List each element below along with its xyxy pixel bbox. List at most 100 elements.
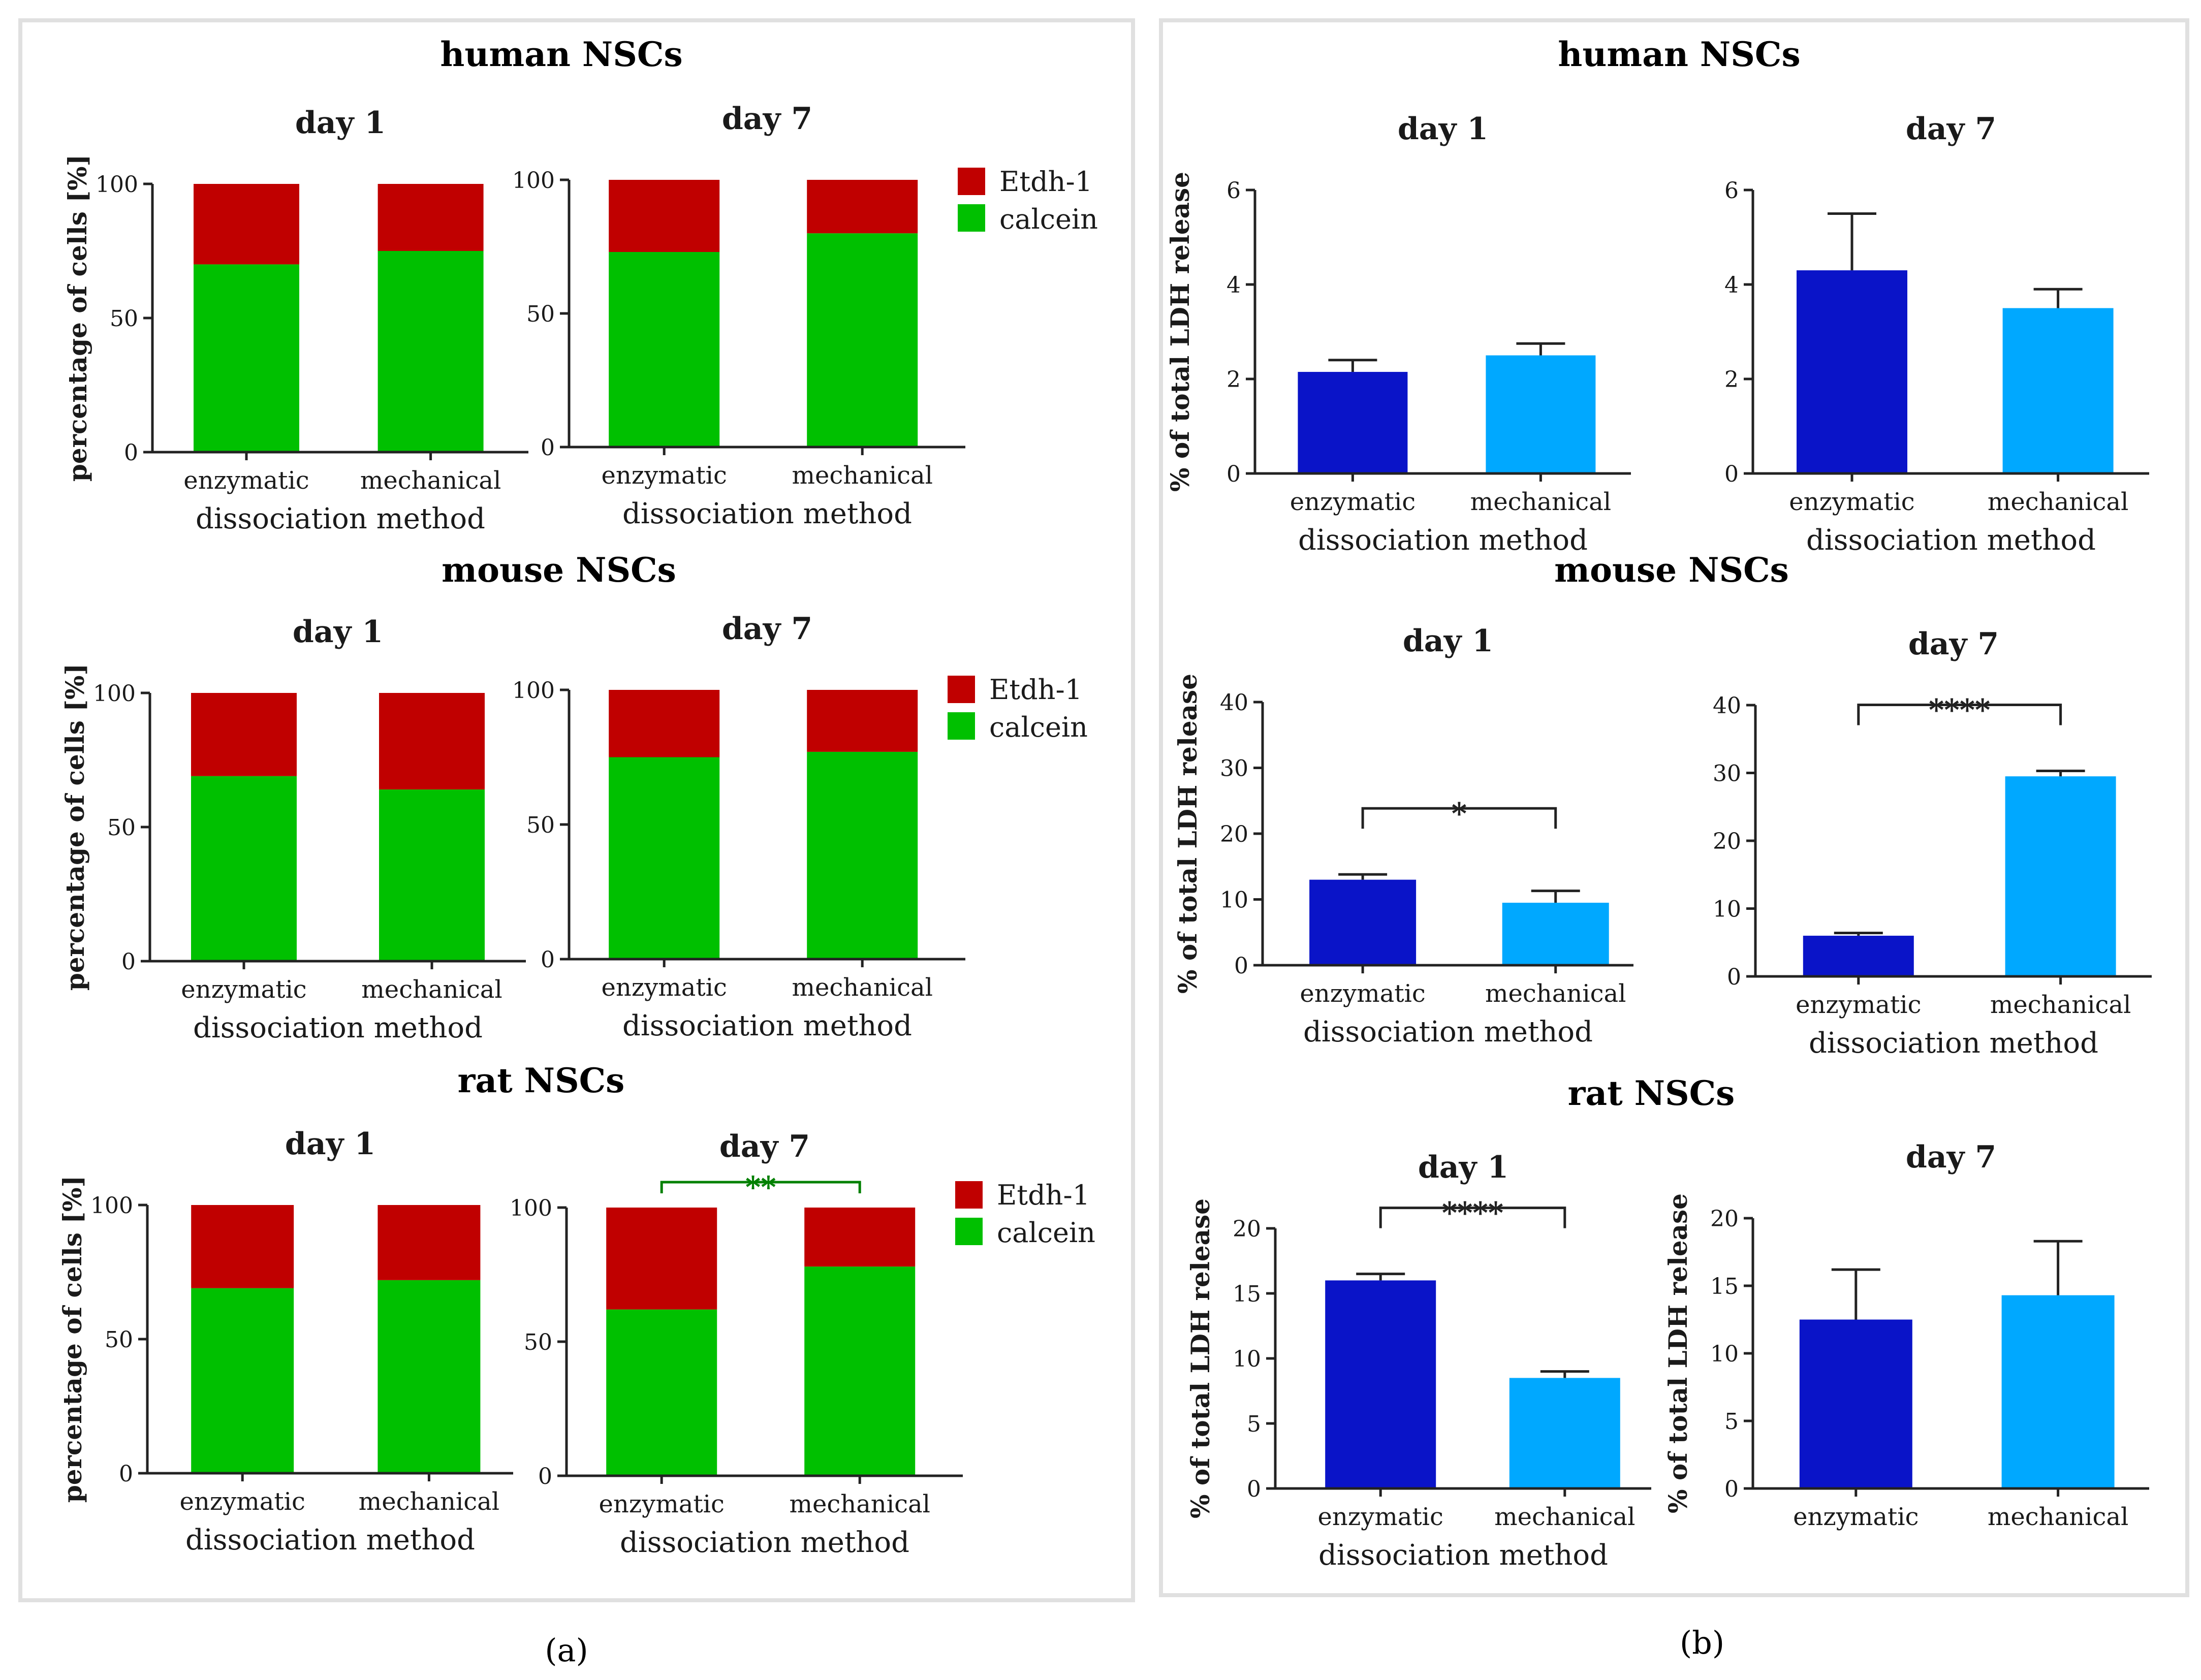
y-tick-label: 10 — [1713, 897, 1741, 923]
chart-title: day 1 — [1398, 111, 1488, 147]
bar-calcein-mechanical — [807, 233, 918, 447]
legend-label-etdh: Etdh-1 — [997, 1179, 1090, 1211]
y-tick-label: 50 — [524, 1329, 552, 1355]
significance-bracket — [660, 1181, 861, 1193]
y-tick-label: 20 — [1233, 1216, 1261, 1242]
bar-calcein-enzymatic — [194, 264, 299, 452]
x-tick-label-enzymatic: enzymatic — [602, 461, 727, 490]
bar-mechanical — [1509, 1378, 1620, 1488]
chart-b-rat-d1: 0 5 10 15 20 enzymatic mechanical day 1 dissocia… — [1185, 1150, 1651, 1572]
significance-bracket — [1379, 1207, 1566, 1228]
y-tick-label: 0 — [1724, 461, 1739, 487]
y-tick-label: 0 — [1247, 1476, 1261, 1502]
y-tick-label: 15 — [1710, 1274, 1739, 1299]
bar-mechanical — [2001, 1295, 2115, 1488]
y-tick-label: 10 — [1233, 1346, 1261, 1372]
x-axis-title: dissociation method — [1318, 1539, 1608, 1572]
bar-mechanical — [1502, 902, 1609, 965]
x-tick-label-enzymatic: enzymatic — [181, 975, 306, 1004]
legend-swatch-calcein — [955, 1218, 983, 1245]
significance-label: * — [1452, 796, 1467, 831]
chart-title: day 1 — [1403, 623, 1493, 659]
chart-title: day 7 — [719, 1129, 810, 1164]
bar-calcein-enzymatic — [191, 776, 297, 961]
significance-label: ** — [745, 1170, 776, 1204]
bar-calcein-mechanical — [378, 1280, 481, 1473]
y-tick-label: 0 — [541, 947, 555, 973]
y-tick-label: 15 — [1233, 1281, 1261, 1307]
chart-title: day 7 — [722, 611, 812, 647]
bar-mechanical — [2005, 776, 2116, 976]
significance-bracket — [1361, 807, 1557, 829]
chart-title: day 1 — [295, 105, 386, 141]
y-tick-label: 5 — [1724, 1409, 1739, 1435]
chart-a-rat-d1: 0 50 100 enzymatic mechanical day 1 dissociati… — [57, 1126, 513, 1557]
bar-mechanical — [1486, 355, 1596, 473]
bar-etdh-enzymatic — [609, 180, 720, 252]
x-tick-label-mechanical: mechanical — [1988, 488, 2128, 516]
bar-etdh-enzymatic — [191, 693, 297, 776]
y-tick-label: 0 — [119, 1461, 133, 1487]
legend-label-calcein: calcein — [999, 203, 1098, 235]
chart-title: day 1 — [293, 614, 383, 650]
species-title-b-human: human NSCs — [1558, 35, 1800, 74]
bar-etdh-mechanical — [807, 690, 918, 752]
x-tick-label-enzymatic: enzymatic — [1793, 1503, 1919, 1531]
bar-calcein-mechanical — [378, 251, 484, 452]
bar-etdh-mechanical — [804, 1208, 916, 1267]
legend-swatch-etdh — [948, 676, 975, 703]
chart-title: day 1 — [1418, 1150, 1508, 1185]
y-axis-title: % of total LDH release — [1663, 1193, 1693, 1513]
y-tick-label: 40 — [1713, 693, 1741, 719]
bar-calcein-mechanical — [807, 751, 918, 959]
legend-swatch-etdh — [955, 1181, 983, 1209]
x-tick-label-mechanical: mechanical — [1494, 1503, 1635, 1531]
x-tick-label-mechanical: mechanical — [1988, 1503, 2128, 1531]
chart-b-mouse-d7: 0 10 20 30 40 enzymatic mechanical day 7 dissoci… — [1713, 626, 2152, 1060]
y-tick-label: 100 — [96, 172, 138, 198]
x-tick-label-mechanical: mechanical — [789, 1490, 930, 1518]
chart-a-human-d1: 0 50 100 enzymatic mechanical day 1 dissociati… — [62, 105, 528, 535]
y-tick-label: 0 — [541, 435, 555, 461]
y-tick-label: 100 — [510, 1195, 552, 1221]
species-title-b-rat: rat NSCs — [1568, 1073, 1735, 1113]
bar-etdh-enzymatic — [609, 690, 720, 757]
bar-etdh-mechanical — [378, 184, 484, 251]
y-tick-label: 10 — [1220, 887, 1248, 913]
y-tick-label: 0 — [538, 1464, 552, 1489]
y-tick-label: 2 — [1227, 367, 1241, 393]
y-tick-label: 4 — [1227, 272, 1241, 298]
y-tick-label: 40 — [1220, 690, 1248, 716]
bar-enzymatic — [1309, 879, 1417, 965]
bar-calcein-enzymatic — [609, 252, 720, 447]
y-tick-label: 20 — [1220, 821, 1248, 847]
chart-title: day 7 — [1906, 111, 1996, 147]
x-axis-title: dissociation method — [620, 1526, 909, 1559]
significance-bracket — [1857, 703, 2062, 725]
legend-label-calcein: calcein — [989, 711, 1088, 743]
y-tick-label: 0 — [1727, 964, 1741, 990]
x-axis-title: dissociation method — [1298, 524, 1588, 557]
bar-enzymatic — [1799, 1319, 1912, 1488]
y-tick-label: 50 — [110, 306, 138, 332]
y-tick-label: 2 — [1724, 367, 1739, 393]
y-axis-title: % of total LDH release — [1185, 1198, 1215, 1518]
y-tick-label: 100 — [90, 1193, 133, 1219]
species-title-a-human: human NSCs — [440, 35, 682, 74]
x-tick-label-enzymatic: enzymatic — [602, 973, 727, 1002]
legend-swatch-calcein — [958, 204, 985, 232]
x-axis-title: dissociation method — [196, 502, 485, 535]
x-tick-label-enzymatic: enzymatic — [599, 1490, 725, 1518]
panel-a-border — [18, 18, 1135, 1602]
species-title-a-rat: rat NSCs — [458, 1061, 625, 1100]
y-tick-label: 50 — [105, 1327, 133, 1353]
x-tick-label-enzymatic: enzymatic — [1789, 488, 1914, 516]
chart-title: day 7 — [722, 101, 812, 137]
chart-title: day 7 — [1908, 626, 1999, 662]
x-axis-title: dissociation method — [622, 497, 912, 530]
y-tick-label: 5 — [1247, 1411, 1261, 1437]
x-tick-label-mechanical: mechanical — [1470, 488, 1611, 516]
y-tick-label: 0 — [1227, 461, 1241, 487]
legend-swatch-calcein — [948, 712, 975, 740]
